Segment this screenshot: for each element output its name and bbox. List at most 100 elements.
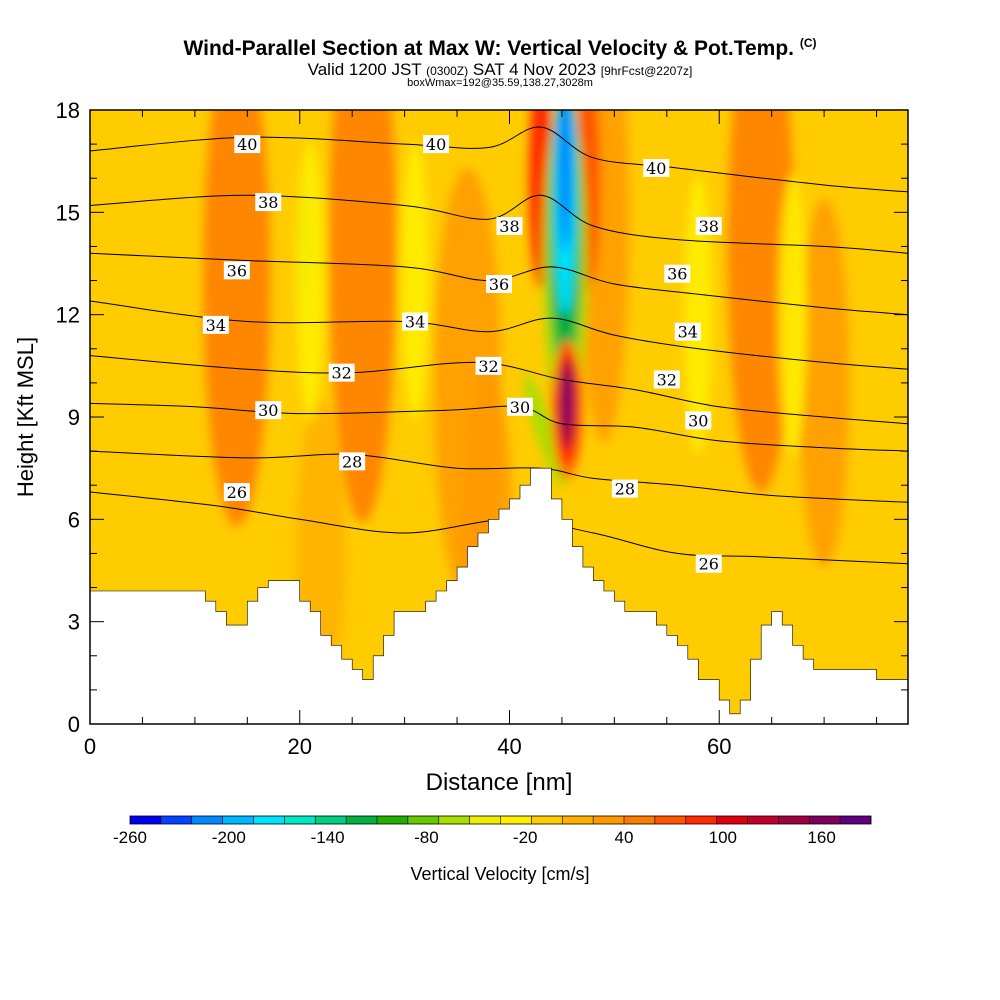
isentrope-36 [90, 252, 908, 316]
contour-label-text: 40 [646, 159, 666, 178]
weak-updraft-band [798, 198, 850, 568]
contour-label: 28 [339, 452, 366, 471]
contour-label: 40 [234, 135, 261, 154]
contour-label: 38 [695, 216, 722, 236]
weak-downdraft-band [684, 174, 713, 455]
contour-label: 34 [674, 322, 701, 342]
colorbar-tick-label: 40 [615, 828, 634, 847]
colorbar-label: Vertical Velocity [cm/s] [410, 864, 590, 884]
contour-label: 36 [664, 264, 691, 284]
contour-label: 38 [496, 216, 523, 236]
colorbar-swatch [716, 816, 748, 824]
contour-label-text: 26 [699, 555, 719, 574]
contour-label: 26 [223, 483, 250, 502]
colorbar-swatch [531, 816, 563, 824]
chart-title-text: Wind-Parallel Section at Max W: Vertical… [183, 37, 794, 60]
contour-label-bg [423, 135, 450, 154]
y-tick-label: 9 [68, 405, 80, 430]
y-tick-label: 12 [56, 303, 80, 328]
contour-label: 34 [202, 315, 229, 335]
colorbar-swatch [809, 816, 841, 824]
contour-label-bg [664, 264, 691, 283]
contour-label-bg [402, 312, 429, 331]
isentrope-28 [90, 450, 908, 503]
contour-label: 36 [223, 261, 250, 280]
contour-label-bg [202, 315, 229, 334]
y-tick-label: 6 [68, 507, 80, 532]
colorbar-tick-label: -260 [113, 828, 147, 847]
y-tick-label: 3 [68, 610, 80, 635]
contour-label-text: 36 [667, 265, 687, 284]
colorbar-swatch [130, 816, 162, 824]
weak-downdraft-band [296, 140, 325, 421]
colorbar-tick-label: -20 [513, 828, 538, 847]
x-tick-label: 20 [288, 734, 312, 759]
colorbar-swatch [346, 816, 378, 824]
downdraft-column-west [300, 176, 309, 317]
contour-label-bg [255, 401, 282, 420]
contour-label: 38 [255, 193, 282, 212]
colorbar-swatch [160, 816, 193, 824]
valid-prefix: Valid 1200 JST [307, 60, 422, 79]
contour-label-bg [475, 356, 502, 375]
contour-label-text: 36 [489, 275, 509, 294]
colorbar-tick-label: 160 [807, 828, 835, 847]
valid-date: SAT 4 Nov 2023 [472, 60, 597, 79]
weak-updraft-band [329, 110, 397, 523]
colorbar-swatch [469, 816, 501, 824]
downdraft-core [558, 110, 573, 252]
contour-label-bg [695, 554, 722, 573]
slope-downdraft [523, 373, 565, 488]
contour-label: 30 [255, 401, 282, 420]
contour-label-text: 38 [499, 217, 519, 236]
contour-label-text: 30 [510, 398, 530, 417]
colorbar-swatch [284, 816, 316, 824]
contour-label-bg [674, 322, 701, 341]
contour-label-bg [506, 397, 533, 416]
valid-utc: (0300Z) [426, 64, 469, 78]
colorbar-tick-label: -200 [212, 828, 246, 847]
contour-label: 30 [685, 411, 712, 430]
colorbar-swatch [685, 816, 717, 824]
colorbar-swatch [840, 816, 872, 824]
terrain-shape [89, 467, 909, 725]
forecast-info: [9hrFcst@2207z] [600, 64, 693, 78]
contour-label-text: 34 [678, 323, 698, 342]
x-tick-label: 60 [707, 734, 731, 759]
contour-label: 30 [506, 397, 533, 417]
valid-time-line: Valid 1200 JST (0300Z) SAT 4 Nov 2023 [9… [0, 60, 1000, 80]
colorbar-swatch [222, 816, 254, 824]
colorbar-swatch [253, 816, 285, 824]
contour-label-bg [611, 479, 638, 498]
colorbar-swatch [778, 816, 810, 824]
contour-label: 40 [643, 158, 670, 178]
copyright-mark: (C) [799, 36, 817, 50]
colorbar-swatch [654, 816, 687, 824]
updraft-core [562, 369, 573, 430]
chart-title: Wind-Parallel Section at Max W: Vertical… [0, 36, 1000, 61]
colorbar-tick-label: -140 [311, 828, 345, 847]
contour-label-text: 36 [227, 261, 247, 280]
y-tick-label: 15 [56, 200, 80, 225]
contour-label-bg [643, 158, 670, 177]
contour-label-text: 38 [699, 217, 719, 236]
colorbar-swatch [377, 816, 409, 824]
weak-downdraft-band [778, 174, 807, 455]
contour-label-bg [685, 411, 712, 430]
weak-downdraft-band [401, 140, 430, 421]
contour-label-bg [339, 452, 366, 471]
contour-label: 40 [423, 135, 450, 154]
contour-labels: 40 40 40 38 38 38 36 36 36 34 34 34 32 32 32 30 30 30 28 28… [202, 135, 722, 574]
contour-label-bg [486, 274, 512, 293]
colorbar-tick-label: -80 [414, 828, 439, 847]
contour-label-text: 32 [657, 370, 677, 389]
colorbar-swatch [562, 816, 594, 824]
contour-label-text: 26 [227, 483, 247, 502]
contour-label-text: 34 [405, 312, 425, 331]
contour-label-text: 30 [688, 411, 708, 430]
colorbar-swatch [624, 816, 656, 824]
contour-label: 26 [695, 554, 722, 574]
colorbar-tick-label: 100 [709, 828, 737, 847]
